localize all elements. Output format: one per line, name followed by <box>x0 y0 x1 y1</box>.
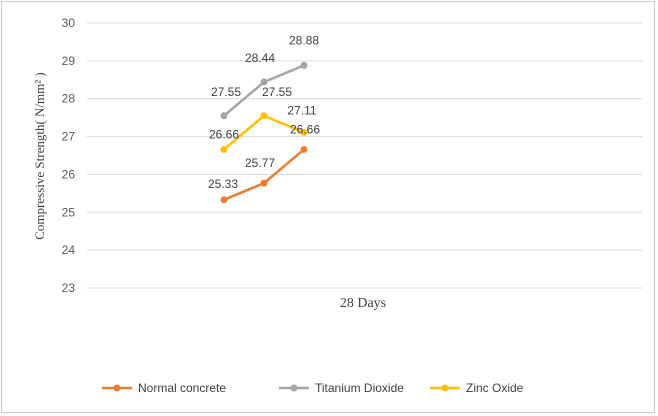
y-tick-label: 30 <box>62 16 76 30</box>
data-point <box>220 112 228 120</box>
data-point <box>260 78 268 86</box>
gridlines <box>87 22 642 289</box>
y-tick-labels: 23 24 25 26 27 28 29 30 <box>62 16 76 295</box>
data-labels: 25.33 25.77 26.66 27.55 28.44 28.88 26.66 27.55… <box>208 33 320 190</box>
legend-label: Normal concrete <box>138 381 226 395</box>
y-axis-label: Compressive Strength( N/mm² ) <box>32 72 47 239</box>
data-point <box>300 145 308 153</box>
y-tick-label: 24 <box>62 243 76 257</box>
data-label: 26.66 <box>290 122 320 136</box>
legend-label: Zinc Oxide <box>466 381 524 395</box>
y-tick-label: 25 <box>62 205 76 219</box>
legend-swatch-marker <box>290 384 298 392</box>
x-axis-label: 28 Days <box>340 296 386 311</box>
legend: Normal concrete Titanium Dioxide Zinc Oxid… <box>102 381 524 395</box>
data-label: 27.55 <box>262 85 292 99</box>
data-label: 28.44 <box>245 51 275 65</box>
y-tick-label: 29 <box>62 54 76 68</box>
data-point <box>220 196 228 204</box>
data-label: 28.88 <box>289 33 319 47</box>
data-label: 25.33 <box>208 177 238 191</box>
data-point <box>260 179 268 187</box>
data-label: 27.11 <box>287 103 316 117</box>
data-label: 26.66 <box>209 127 239 141</box>
data-point <box>300 128 308 136</box>
legend-label: Titanium Dioxide <box>315 381 404 395</box>
data-point <box>220 145 228 153</box>
y-tick-label: 27 <box>62 130 76 144</box>
y-tick-label: 28 <box>62 92 76 106</box>
y-tick-label: 26 <box>62 167 76 181</box>
data-label: 27.55 <box>211 85 241 99</box>
data-point <box>300 61 308 69</box>
legend-swatch-marker <box>441 384 449 392</box>
legend-swatch-marker <box>113 384 121 392</box>
data-label: 25.77 <box>245 156 275 170</box>
y-tick-label: 23 <box>62 281 76 295</box>
data-point <box>260 112 268 120</box>
series-lines <box>220 61 308 204</box>
